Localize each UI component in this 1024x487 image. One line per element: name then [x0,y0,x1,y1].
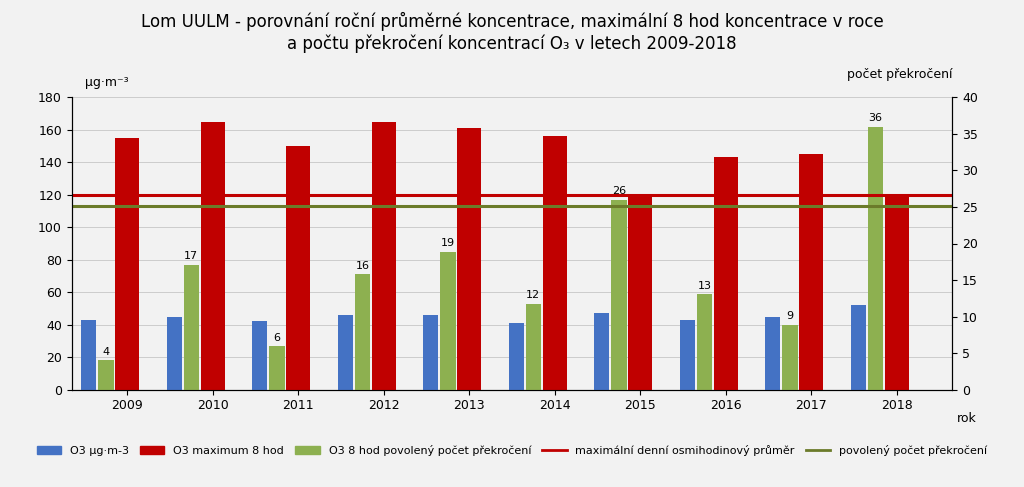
Bar [629,195,652,390]
Bar [458,128,481,390]
Bar [354,274,370,390]
Text: μg·m⁻³: μg·m⁻³ [85,76,128,89]
Text: 9: 9 [786,311,794,321]
Bar [611,200,627,390]
Bar [440,252,456,390]
Bar [594,313,609,390]
Text: 36: 36 [868,113,883,123]
Text: počet překročení: počet překročení [847,68,952,81]
Bar [116,138,139,390]
Text: 26: 26 [611,187,626,196]
Bar [509,323,524,390]
Bar [543,136,566,390]
Bar [782,325,798,390]
Bar [525,303,541,390]
Text: 6: 6 [273,333,281,342]
Text: 13: 13 [697,281,712,291]
Text: 17: 17 [184,251,199,262]
Bar [81,320,96,390]
Text: 19: 19 [440,238,455,248]
Text: Lom UULM - porovnání roční průměrné koncentrace, maximální 8 hod koncentrace v r: Lom UULM - porovnání roční průměrné konc… [140,12,884,53]
Bar [183,264,199,390]
Bar [287,146,310,390]
Bar [867,127,883,390]
Bar [372,122,395,390]
Legend: O3 μg·m-3, O3 maximum 8 hod, O3 8 hod povolený počet překročení, maximální denní: O3 μg·m-3, O3 maximum 8 hod, O3 8 hod po… [32,440,992,460]
Bar [714,157,737,390]
Bar [885,195,908,390]
Text: 4: 4 [102,347,110,357]
Bar [167,317,182,390]
Text: 12: 12 [526,290,541,300]
Bar [269,346,285,390]
Bar [423,315,438,390]
Bar [338,315,353,390]
Bar [696,294,712,390]
Bar [800,154,823,390]
Bar [851,305,866,390]
Text: 16: 16 [355,261,370,271]
Bar [252,321,267,390]
Bar [98,360,114,390]
Bar [201,122,224,390]
Text: rok: rok [956,412,976,425]
Bar [680,320,695,390]
Bar [765,317,780,390]
